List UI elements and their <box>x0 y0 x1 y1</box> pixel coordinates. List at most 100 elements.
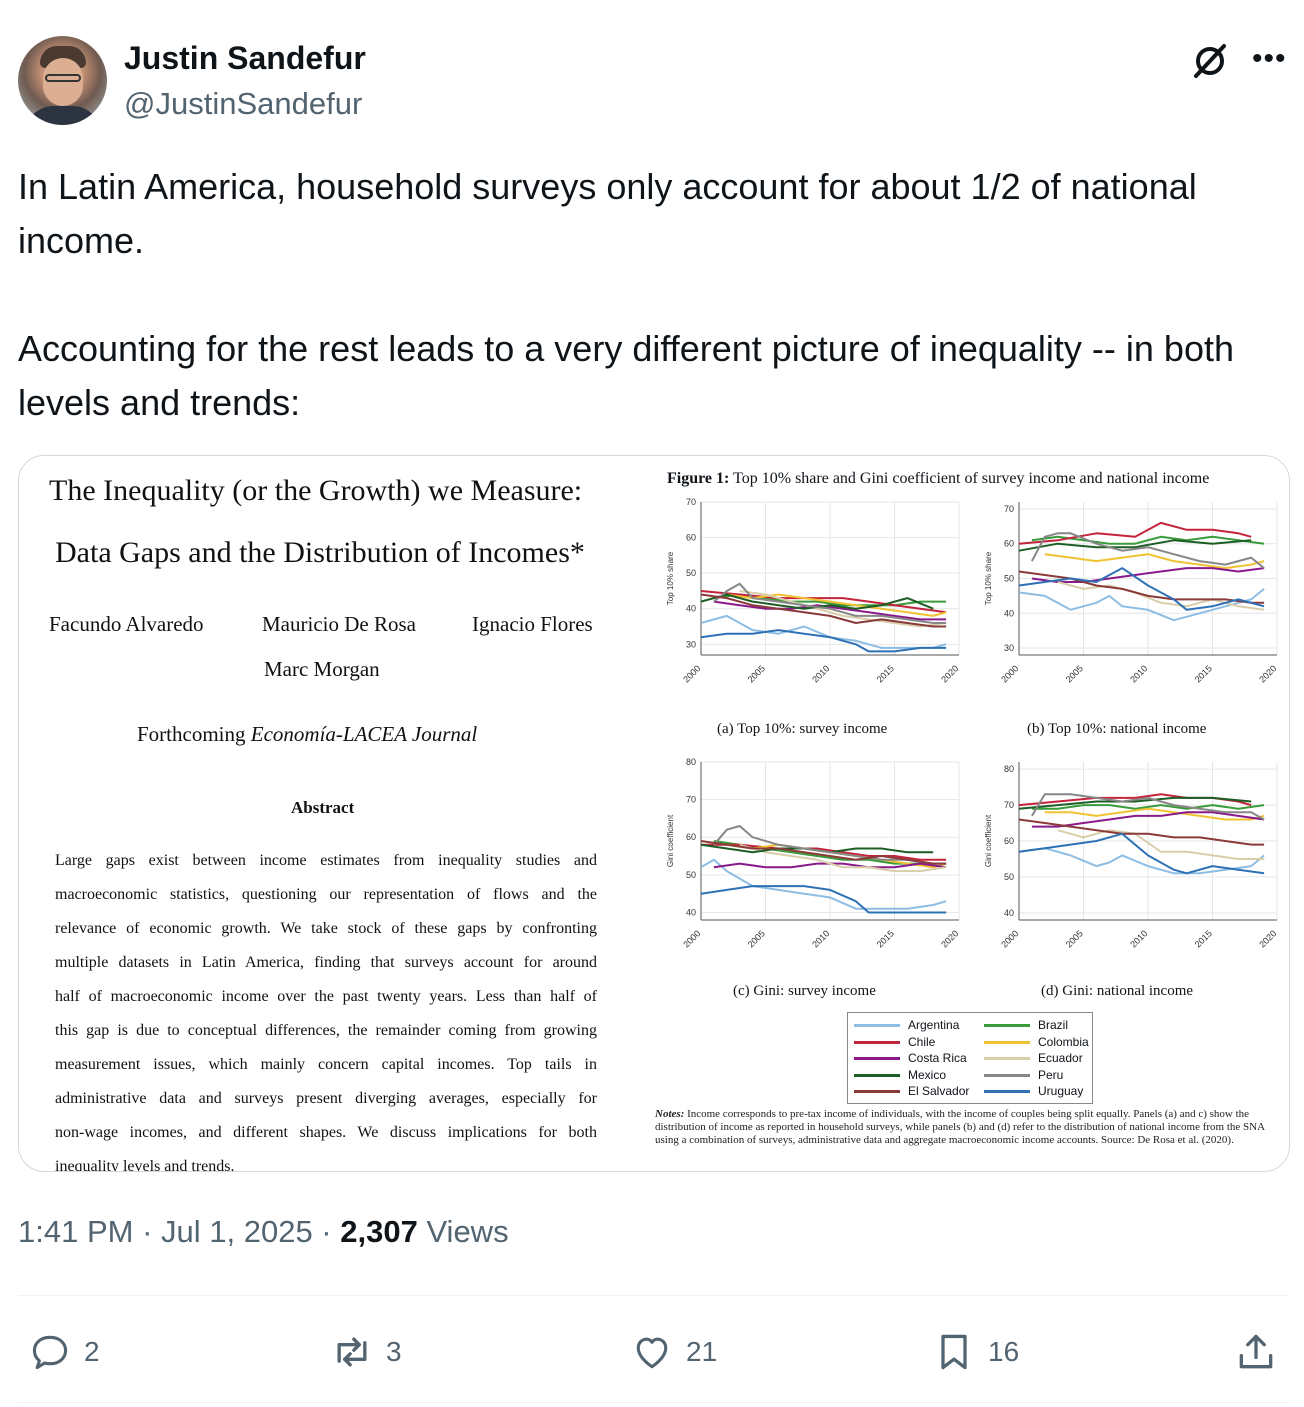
series-line-uruguay <box>700 885 947 914</box>
panel-d-chart: 40 50 60 70 80 2000 2005 2010 2015 2020 Gini coeff… <box>977 756 1287 966</box>
y-tick-label: 50 <box>686 568 696 578</box>
abstract-line: Large gaps exist between income estimate… <box>55 852 597 869</box>
abstract-line: measurement issues, which mainly concern… <box>55 1056 597 1073</box>
legend-label: Uruguay <box>1038 1084 1084 1098</box>
x-tick-label: 2010 <box>1128 663 1149 684</box>
y-tick-label: 60 <box>1004 539 1014 549</box>
abstract-line: administrative data and surveys present … <box>55 1090 597 1107</box>
x-tick-label: 2015 <box>875 928 896 949</box>
x-tick-label: 2000 <box>681 663 702 684</box>
y-tick-label: 40 <box>1004 608 1014 618</box>
legend-label: Brazil <box>1038 1018 1069 1032</box>
y-axis-label: Top 10% share <box>666 551 675 605</box>
y-tick-label: 80 <box>686 757 696 767</box>
abstract-line: this gap is due to conceptual difference… <box>55 1022 597 1039</box>
legend-swatch <box>984 1090 1030 1094</box>
legend-label: Argentina <box>908 1018 960 1032</box>
legend-item: Costa Rica <box>854 1050 967 1066</box>
y-tick-label: 50 <box>1004 574 1014 584</box>
x-tick-label: 2015 <box>875 663 896 684</box>
repost-count: 3 <box>386 1336 402 1367</box>
bookmark-button[interactable]: 16 <box>932 1330 1019 1374</box>
y-tick-label: 70 <box>686 497 696 507</box>
figure-notes: Notes: Income corresponds to pre-tax inc… <box>655 1108 1265 1146</box>
series-line-ecuador <box>1057 829 1265 860</box>
x-tick-label: 2005 <box>746 663 767 684</box>
series-line-peru <box>713 582 947 624</box>
panel-d-caption: (d) Gini: national income <box>1041 983 1194 999</box>
x-tick-label: 2020 <box>1257 663 1278 684</box>
legend-swatch <box>984 1073 1030 1077</box>
legend-item: Argentina <box>854 1017 959 1033</box>
legend-label: El Salvador <box>908 1084 970 1098</box>
series-line-uruguay <box>1018 832 1265 875</box>
series-line-colombia <box>1044 807 1265 821</box>
legend-label: Peru <box>1038 1067 1064 1082</box>
panel-c-chart: 40 50 60 70 80 2000 2005 2010 2015 2020 Gini coeff… <box>659 756 969 966</box>
series-line-colombia <box>726 593 947 617</box>
series-line-mexico <box>1018 539 1252 552</box>
abstract-heading: Abstract <box>291 798 355 817</box>
legend-swatch <box>854 1073 900 1077</box>
heart-icon <box>636 1337 668 1369</box>
author-avatar[interactable] <box>18 36 107 125</box>
more-icon[interactable]: ••• <box>1252 42 1287 75</box>
y-tick-label: 30 <box>686 639 696 649</box>
x-tick-label: 2015 <box>1193 663 1214 684</box>
view-count: 2,307 <box>340 1214 418 1249</box>
series-line-chile <box>701 843 947 861</box>
series-line-el-salvador <box>1018 818 1265 846</box>
y-tick-label: 40 <box>686 604 696 614</box>
like-button[interactable]: 21 <box>630 1330 717 1374</box>
x-tick-label: 2005 <box>1064 928 1085 949</box>
paper-journal: Forthcoming Economía-LACEA Journal <box>137 722 478 746</box>
series-line-peru <box>1031 793 1265 821</box>
share-button[interactable] <box>1234 1330 1290 1374</box>
divider <box>18 1402 1288 1403</box>
legend-item: Chile <box>854 1034 935 1050</box>
y-tick-label: 40 <box>686 907 696 917</box>
series-line-el-salvador <box>700 593 947 628</box>
series-line-uruguay <box>700 629 947 653</box>
series-line-mexico <box>1018 796 1252 810</box>
series-line-argentina <box>700 614 947 649</box>
abstract-line: half of macroeconomic income over the pa… <box>55 988 597 1005</box>
series-line-uruguay <box>1018 567 1265 611</box>
author-name[interactable]: Justin Sandefur <box>124 40 366 76</box>
legend-swatch <box>854 1024 900 1028</box>
reply-button[interactable]: 2 <box>28 1330 100 1374</box>
repost-button[interactable]: 3 <box>330 1330 402 1374</box>
legend-swatch <box>984 1040 1030 1044</box>
legend-item: Ecuador <box>984 1050 1083 1066</box>
author-handle[interactable]: @JustinSandefur <box>124 86 363 121</box>
legend-item: Uruguay <box>984 1083 1083 1099</box>
abstract-text: Large gaps exist between income estimate… <box>55 844 597 1171</box>
y-tick-label: 60 <box>686 533 696 543</box>
grok-icon[interactable] <box>1190 40 1230 80</box>
legend-swatch <box>984 1024 1030 1028</box>
y-axis-label: Gini coefficient <box>984 814 993 867</box>
paper-title-page: The Inequality (or the Growth) we Measur… <box>19 456 639 1171</box>
x-tick-label: 2005 <box>1064 663 1085 684</box>
x-tick-label: 2000 <box>681 928 702 949</box>
panel-b-chart: 30 40 50 60 70 2000 2005 2010 2015 2020 Top 10% sh… <box>977 496 1287 701</box>
y-axis-label: Gini coefficient <box>666 814 675 867</box>
chart-legend: Argentina Brazil Chile Colombia Costa Rica Ec… <box>847 1012 1093 1104</box>
series-line-argentina <box>1018 588 1265 622</box>
series-line-ecuador <box>739 843 947 873</box>
legend-swatch <box>854 1040 900 1044</box>
x-tick-label: 2000 <box>999 663 1020 684</box>
paper-author: Facundo Alvaredo <box>49 612 204 636</box>
x-tick-label: 2010 <box>1128 928 1149 949</box>
legend-label: Chile <box>908 1034 936 1049</box>
x-tick-label: 2020 <box>939 928 960 949</box>
tweet-date[interactable]: Jul 1, 2025 <box>161 1214 313 1249</box>
tweet-text: In Latin America, household surveys only… <box>18 166 1235 423</box>
tweet-media-image[interactable]: The Inequality (or the Growth) we Measur… <box>18 455 1290 1172</box>
y-tick-label: 60 <box>686 832 696 842</box>
legend-label: Mexico <box>908 1067 947 1082</box>
tweet-time[interactable]: 1:41 PM <box>18 1214 134 1249</box>
paper-author: Ignacio Flores <box>472 612 593 636</box>
panel-a-caption: (a) Top 10%: survey income <box>717 721 888 737</box>
divider <box>18 1295 1288 1296</box>
